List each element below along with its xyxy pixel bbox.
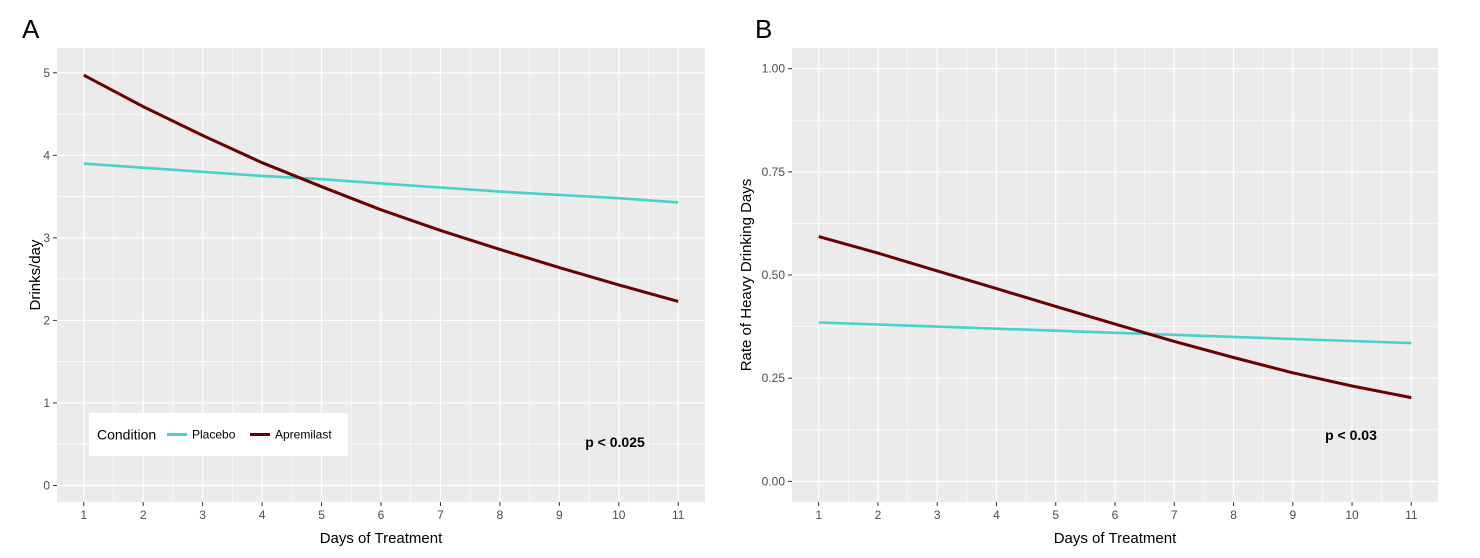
x-tick-label: 5 <box>318 508 325 522</box>
y-axis-title: Drinks/day <box>27 239 44 310</box>
y-tick-label: 0.50 <box>762 268 786 282</box>
y-tick-label: 5 <box>43 66 50 80</box>
x-tick-label: 7 <box>437 508 444 522</box>
x-tick-label: 9 <box>556 508 563 522</box>
x-tick-label: 1 <box>815 508 822 522</box>
x-tick-label: 2 <box>875 508 882 522</box>
x-tick-label: 10 <box>612 508 626 522</box>
x-tick-label: 7 <box>1171 508 1178 522</box>
y-tick-label: 1.00 <box>762 62 786 76</box>
legend: Condition Placebo Apremilast <box>89 413 348 456</box>
panel-label: B <box>755 14 772 44</box>
x-tick-label: 8 <box>497 508 504 522</box>
y-tick-label: 2 <box>43 313 50 327</box>
y-tick-label: 0.00 <box>762 474 786 488</box>
x-tick-label: 4 <box>259 508 266 522</box>
x-tick-label: 2 <box>140 508 147 522</box>
series-line-apremilast <box>818 235 1412 400</box>
panel-b: B 1 2 3 4 5 6 7 8 9 10 11 0.00 0.25 0.50 0.75 1.00 Days o… <box>738 14 1438 547</box>
series-line-placebo <box>818 321 1412 345</box>
x-tick-label: 8 <box>1230 508 1237 522</box>
y-tick-label: 0 <box>43 478 50 492</box>
gridlines <box>792 48 1438 502</box>
x-tick-label: 1 <box>80 508 87 522</box>
x-tick-label: 6 <box>1112 508 1119 522</box>
x-tick-label: 3 <box>934 508 941 522</box>
x-tick-label: 5 <box>1052 508 1059 522</box>
x-tick-label: 9 <box>1289 508 1296 522</box>
panel-label: A <box>22 14 40 44</box>
legend-label-placebo: Placebo <box>192 428 236 442</box>
y-tick-label: 0.75 <box>762 165 786 179</box>
y-tick-label: 1 <box>43 396 50 410</box>
x-axis-title: Days of Treatment <box>320 530 443 547</box>
x-tick-label: 10 <box>1345 508 1359 522</box>
series-line-apremilast <box>83 73 679 303</box>
y-tick-label: 4 <box>43 148 50 162</box>
legend-label-apremilast: Apremilast <box>275 428 332 442</box>
x-axis-title: Days of Treatment <box>1054 530 1177 547</box>
y-tick-label: 3 <box>43 231 50 245</box>
y-axis-title: Rate of Heavy Drinking Days <box>738 179 755 372</box>
panel-a: A 1 2 3 4 5 6 7 8 9 10 11 0 1 2 3 4 5 Days of Treatment Dri… <box>22 14 705 547</box>
y-tick-label: 0.25 <box>762 371 786 385</box>
x-tick-label: 3 <box>199 508 206 522</box>
series-line-placebo <box>83 162 679 204</box>
ticks: 1 2 3 4 5 6 7 8 9 10 11 0 1 2 3 4 5 <box>43 66 684 522</box>
x-tick-label: 4 <box>993 508 1000 522</box>
ticks: 1 2 3 4 5 6 7 8 9 10 11 0.00 0.25 0.50 0.75 1.00 <box>762 62 1418 522</box>
legend-box <box>89 413 348 456</box>
x-tick-label: 11 <box>672 508 685 522</box>
legend-title: Condition <box>97 427 156 443</box>
p-value-annotation: p < 0.03 <box>1325 427 1377 443</box>
x-tick-label: 6 <box>378 508 385 522</box>
x-tick-label: 11 <box>1405 508 1418 522</box>
p-value-annotation: p < 0.025 <box>585 434 645 450</box>
